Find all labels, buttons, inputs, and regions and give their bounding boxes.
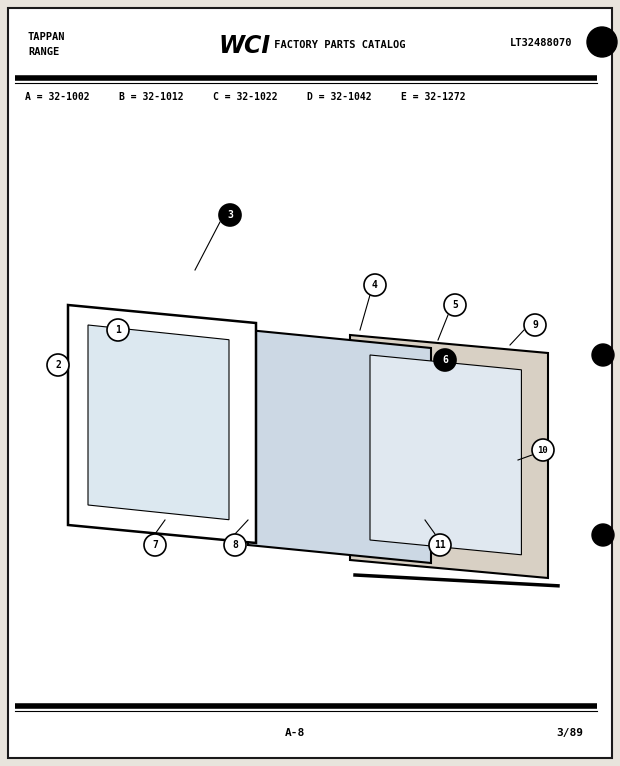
Circle shape (532, 439, 554, 461)
Text: RANGE: RANGE (28, 47, 60, 57)
Circle shape (219, 204, 241, 226)
Polygon shape (370, 355, 521, 555)
Circle shape (47, 354, 69, 376)
Circle shape (434, 349, 456, 371)
Text: 7: 7 (152, 540, 158, 550)
Text: 6: 6 (442, 355, 448, 365)
Circle shape (524, 314, 546, 336)
Text: FACTORY PARTS CATALOG: FACTORY PARTS CATALOG (268, 40, 405, 50)
Circle shape (444, 294, 466, 316)
Text: 10: 10 (538, 446, 548, 454)
Polygon shape (68, 305, 256, 543)
Circle shape (144, 534, 166, 556)
Circle shape (224, 534, 246, 556)
Text: 3/89: 3/89 (557, 728, 583, 738)
Text: 2: 2 (55, 360, 61, 370)
Circle shape (592, 344, 614, 366)
Polygon shape (88, 325, 229, 519)
Text: 5: 5 (452, 300, 458, 310)
Circle shape (429, 534, 451, 556)
Circle shape (107, 319, 129, 341)
Polygon shape (350, 335, 548, 578)
Circle shape (587, 27, 617, 57)
Text: A = 32-1002     B = 32-1012     C = 32-1022     D = 32-1042     E = 32-1272: A = 32-1002 B = 32-1012 C = 32-1022 D = … (25, 92, 466, 102)
Circle shape (592, 524, 614, 546)
Text: 4: 4 (372, 280, 378, 290)
Text: 1: 1 (115, 325, 121, 335)
Circle shape (364, 274, 386, 296)
Text: 3: 3 (227, 210, 233, 220)
Text: 11: 11 (434, 540, 446, 550)
Text: 9: 9 (532, 320, 538, 330)
Text: 8: 8 (232, 540, 238, 550)
Text: LT32488070: LT32488070 (510, 38, 572, 48)
Polygon shape (248, 330, 431, 563)
Text: TAPPAN: TAPPAN (28, 32, 66, 42)
Text: A-8: A-8 (285, 728, 305, 738)
Text: WCI: WCI (218, 34, 270, 58)
